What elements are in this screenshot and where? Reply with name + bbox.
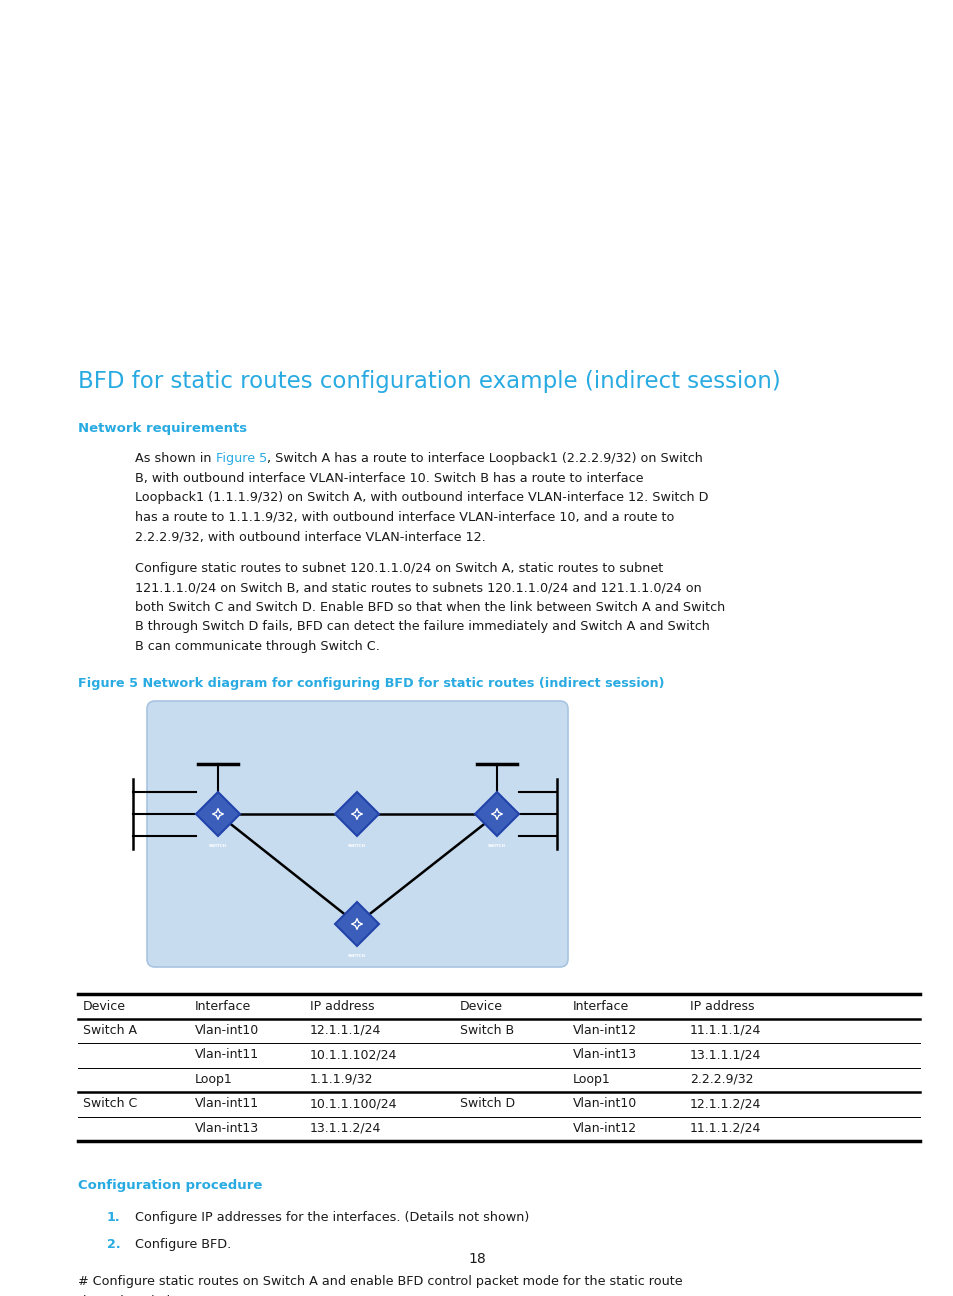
Text: Configure static routes to subnet 120.1.1.0/24 on Switch A, static routes to sub: Configure static routes to subnet 120.1.… xyxy=(135,561,662,574)
Text: 10.1.1.102/24: 10.1.1.102/24 xyxy=(310,1048,397,1061)
Text: Device: Device xyxy=(83,1001,126,1013)
Text: B, with outbound interface VLAN-interface 10. Switch B has a route to interface: B, with outbound interface VLAN-interfac… xyxy=(135,472,643,485)
Text: 2.: 2. xyxy=(107,1238,120,1251)
Text: both Switch C and Switch D. Enable BFD so that when the link between Switch A an: both Switch C and Switch D. Enable BFD s… xyxy=(135,600,724,613)
Text: 12.1.1.2/24: 12.1.1.2/24 xyxy=(689,1096,760,1109)
Text: Switch C: Switch C xyxy=(83,1096,137,1109)
Text: SWITCH: SWITCH xyxy=(488,844,505,848)
Text: Network requirements: Network requirements xyxy=(78,422,247,435)
Text: 18: 18 xyxy=(468,1252,485,1266)
Text: SWITCH: SWITCH xyxy=(348,844,366,848)
Text: Vlan-int13: Vlan-int13 xyxy=(194,1121,259,1134)
Text: Vlan-int10: Vlan-int10 xyxy=(573,1096,637,1109)
Text: Loop1: Loop1 xyxy=(573,1073,610,1086)
Text: Switch B: Switch B xyxy=(459,1024,514,1037)
Text: Vlan-int12: Vlan-int12 xyxy=(573,1121,637,1134)
Text: Loopback1 (1.1.1.9/32) on Switch A, with outbound interface VLAN-interface 12. S: Loopback1 (1.1.1.9/32) on Switch A, with… xyxy=(135,491,708,504)
Text: Interface: Interface xyxy=(194,1001,251,1013)
Text: 1.: 1. xyxy=(107,1210,120,1223)
Text: 1.1.1.9/32: 1.1.1.9/32 xyxy=(310,1073,374,1086)
Polygon shape xyxy=(335,902,378,946)
Text: 121.1.1.0/24 on Switch B, and static routes to subnets 120.1.1.0/24 and 121.1.1.: 121.1.1.0/24 on Switch B, and static rou… xyxy=(135,581,701,594)
Text: Device: Device xyxy=(459,1001,502,1013)
Text: Vlan-int13: Vlan-int13 xyxy=(573,1048,637,1061)
Text: , Switch A has a route to interface Loopback1 (2.2.2.9/32) on Switch: , Switch A has a route to interface Loop… xyxy=(267,452,702,465)
Text: 12.1.1.1/24: 12.1.1.1/24 xyxy=(310,1024,381,1037)
Text: Loop1: Loop1 xyxy=(194,1073,233,1086)
Text: 13.1.1.1/24: 13.1.1.1/24 xyxy=(689,1048,760,1061)
Text: 13.1.1.2/24: 13.1.1.2/24 xyxy=(310,1121,381,1134)
Text: 2.2.2.9/32: 2.2.2.9/32 xyxy=(689,1073,753,1086)
Text: Figure 5: Figure 5 xyxy=(215,452,267,465)
Text: Vlan-int11: Vlan-int11 xyxy=(194,1096,259,1109)
Text: Configure IP addresses for the interfaces. (Details not shown): Configure IP addresses for the interface… xyxy=(135,1210,529,1223)
Polygon shape xyxy=(475,792,518,836)
Polygon shape xyxy=(195,792,240,836)
Text: Switch D: Switch D xyxy=(459,1096,515,1109)
Text: Configuration procedure: Configuration procedure xyxy=(78,1179,262,1192)
Text: As shown in: As shown in xyxy=(135,452,215,465)
Text: 11.1.1.2/24: 11.1.1.2/24 xyxy=(689,1121,760,1134)
Text: BFD for static routes configuration example (indirect session): BFD for static routes configuration exam… xyxy=(78,369,780,393)
Text: through Switch D.: through Switch D. xyxy=(78,1295,193,1296)
Text: Vlan-int10: Vlan-int10 xyxy=(194,1024,259,1037)
Text: has a route to 1.1.1.9/32, with outbound interface VLAN-interface 10, and a rout: has a route to 1.1.1.9/32, with outbound… xyxy=(135,511,674,524)
FancyBboxPatch shape xyxy=(147,701,567,967)
Text: 11.1.1.1/24: 11.1.1.1/24 xyxy=(689,1024,760,1037)
Text: Vlan-int12: Vlan-int12 xyxy=(573,1024,637,1037)
Text: Vlan-int11: Vlan-int11 xyxy=(194,1048,259,1061)
Text: B through Switch D fails, BFD can detect the failure immediately and Switch A an: B through Switch D fails, BFD can detect… xyxy=(135,619,709,632)
Text: IP address: IP address xyxy=(310,1001,375,1013)
Text: 2.2.2.9/32, with outbound interface VLAN-interface 12.: 2.2.2.9/32, with outbound interface VLAN… xyxy=(135,530,485,543)
Text: Switch A: Switch A xyxy=(83,1024,137,1037)
Text: IP address: IP address xyxy=(689,1001,754,1013)
Text: Configure BFD.: Configure BFD. xyxy=(135,1238,231,1251)
Text: B can communicate through Switch C.: B can communicate through Switch C. xyxy=(135,639,379,652)
Text: Interface: Interface xyxy=(573,1001,629,1013)
Text: Figure 5 Network diagram for configuring BFD for static routes (indirect session: Figure 5 Network diagram for configuring… xyxy=(78,677,664,689)
Text: SWITCH: SWITCH xyxy=(209,844,227,848)
Polygon shape xyxy=(335,792,378,836)
Text: # Configure static routes on Switch A and enable BFD control packet mode for the: # Configure static routes on Switch A an… xyxy=(78,1275,682,1288)
Text: SWITCH: SWITCH xyxy=(348,954,366,958)
Text: 10.1.1.100/24: 10.1.1.100/24 xyxy=(310,1096,397,1109)
